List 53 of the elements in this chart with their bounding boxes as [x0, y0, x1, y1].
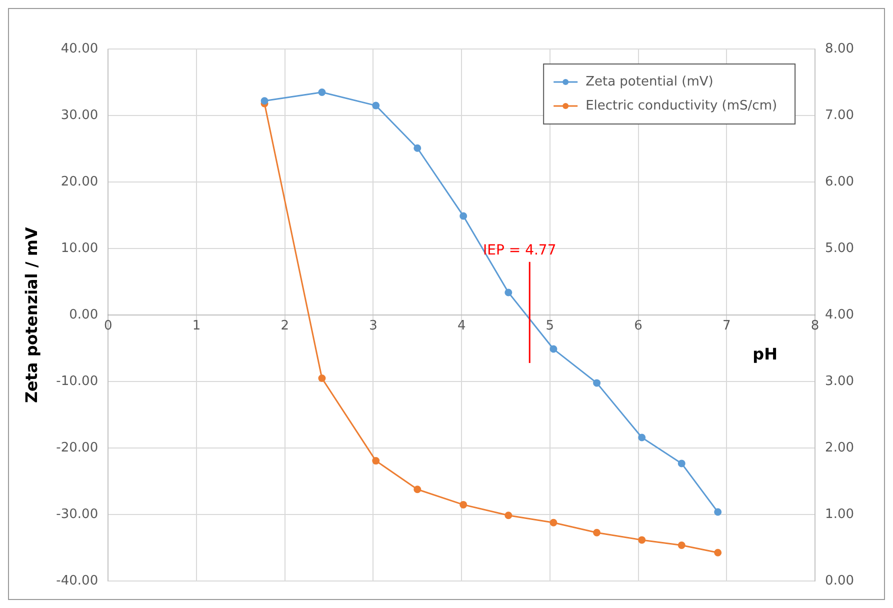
x-tick-label: 2 [280, 318, 289, 334]
point [550, 518, 558, 526]
y-axis-title: Zeta potenzial / mV [22, 226, 41, 404]
legend-label: Zeta potential (mV) [586, 74, 714, 90]
x-tick-label: 6 [634, 318, 642, 334]
point [714, 508, 722, 516]
x-axis-title: pH [752, 344, 778, 364]
point [593, 528, 601, 536]
y-tick-label: 0.00 [69, 307, 98, 322]
y-tick-label: 30.00 [60, 108, 98, 123]
point [372, 457, 380, 465]
point [678, 542, 686, 550]
y2-tick-label: 7.00 [825, 108, 854, 123]
point [260, 97, 268, 105]
point [678, 460, 686, 468]
point [638, 434, 646, 442]
legend-label: Electric conductivity (mS/cm) [586, 98, 778, 114]
point [460, 212, 468, 220]
point [638, 536, 646, 544]
x-tick-label: 8 [810, 318, 820, 334]
x-tick-label: 4 [457, 318, 466, 334]
point [318, 88, 326, 96]
point [504, 512, 512, 520]
y2-tick-label: 3.00 [825, 374, 854, 389]
point [460, 500, 468, 508]
point [414, 144, 422, 152]
y2-tick-label: 4.00 [825, 307, 854, 322]
y-tick-label: 40.00 [60, 41, 98, 56]
y2-tick-label: 6.00 [825, 174, 854, 190]
y2-tick-label: 8.00 [825, 41, 854, 56]
y-tick-label: 10.00 [60, 240, 98, 256]
x-tick-label: 0 [104, 318, 112, 334]
y2-tick-label: 2.00 [825, 440, 854, 456]
point [414, 486, 422, 494]
point [714, 548, 722, 556]
point [318, 374, 326, 382]
x-tick-label: 3 [369, 318, 378, 334]
y2-tick-label: 1.00 [825, 507, 854, 522]
point [550, 345, 558, 353]
ref-line-label: IEP = 4.77 [483, 242, 556, 259]
y-tick-label: -20.00 [56, 440, 98, 456]
x-tick-label: 7 [722, 318, 731, 334]
point [372, 102, 380, 110]
y2-tick-label: 0.00 [825, 574, 854, 589]
point [593, 379, 601, 387]
y-tick-label: -40.00 [56, 574, 98, 589]
point [504, 288, 512, 296]
y2-tick-label: 5.00 [825, 240, 854, 256]
y-tick-label: -10.00 [56, 374, 98, 389]
y-tick-label: 20.00 [60, 174, 98, 190]
y-tick-label: -30.00 [56, 507, 98, 522]
x-tick-label: 1 [192, 318, 201, 334]
x-tick-label: 5 [546, 318, 554, 334]
